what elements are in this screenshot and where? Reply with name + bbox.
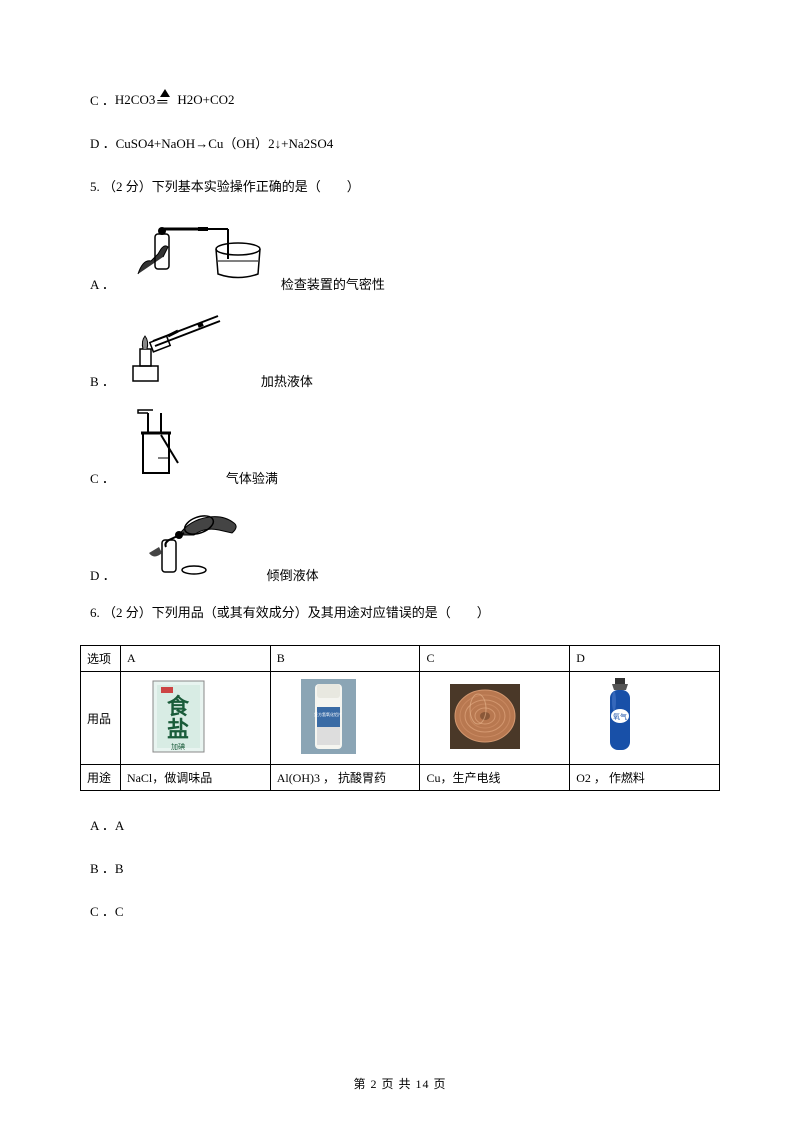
q5-option-b: B ． 加热液体 (90, 311, 710, 390)
table-row-products: 用品 食 盐 加碘 复方氢氧化铝片 (81, 672, 720, 765)
cell-label-products: 用品 (81, 672, 121, 765)
q5a-letter: A ． (90, 274, 115, 293)
table-row-header: 选项 A B C D (81, 646, 720, 672)
gas-full-check-icon (123, 408, 218, 487)
page-number: 第 2 页 共 14 页 (353, 1077, 446, 1091)
cell-oxygen-icon: 氧气 (570, 672, 720, 765)
q6b-text: B ．B (90, 858, 124, 877)
opt-letter-d: D ． (90, 133, 116, 152)
q5-text: 5. （2 分）下列基本实验操作正确的是（ ） (90, 176, 360, 195)
svg-text:盐: 盐 (167, 717, 189, 742)
heating-liquid-icon (123, 311, 253, 390)
cell-label-opts: 选项 (81, 646, 121, 672)
q5-option-d: D ． 倾倒液体 (90, 505, 710, 584)
opt-letter-c: C ． (90, 90, 115, 109)
question-6-stem: 6. （2 分）下列用品（或其有效成分）及其用途对应错误的是（ ） (90, 602, 710, 621)
option-d-eq: D ． CuSO4+NaOH→Cu（OH）2↓+Na2SO4 (90, 133, 710, 152)
q5-option-a: A ． 检查装置的气密性 (90, 219, 710, 293)
q6a-text: A ．A (90, 815, 124, 834)
svg-text:氧气: 氧气 (613, 712, 627, 721)
q5b-label: 加热液体 (261, 371, 313, 390)
svg-text:食: 食 (167, 694, 190, 719)
pouring-liquid-icon (124, 505, 259, 584)
q6-text: 6. （2 分）下列用品（或其有效成分）及其用途对应错误的是（ ） (90, 602, 490, 621)
cell-label-usage: 用途 (81, 765, 121, 791)
formula-d: CuSO4+NaOH→Cu（OH）2↓+Na2SO4 (116, 133, 334, 152)
cell-a: A (120, 646, 270, 672)
q5c-letter: C ． (90, 468, 115, 487)
q5d-letter: D ． (90, 565, 116, 584)
formula-part1: H2CO3 (115, 92, 155, 108)
page-content: C ． H2CO3 H2O+CO2 D ． CuSO4+NaOH→Cu（OH）2… (0, 0, 800, 920)
q6-option-c: C ．C (90, 901, 710, 920)
q5b-letter: B ． (90, 371, 115, 390)
cell-usage-b: Al(OH)3 ， 抗酸胃药 (270, 765, 420, 791)
q5a-label: 检查装置的气密性 (281, 274, 385, 293)
formula-part2: H2O+CO2 (177, 92, 234, 108)
option-c-eq: C ． H2CO3 H2O+CO2 (90, 90, 710, 109)
page-footer: 第 2 页 共 14 页 (0, 1075, 800, 1092)
cell-c: C (420, 646, 570, 672)
cell-usage-c: Cu，生产电线 (420, 765, 570, 791)
cell-salt-icon: 食 盐 加碘 (120, 672, 270, 765)
cell-copper-icon (420, 672, 570, 765)
svg-text:加碘: 加碘 (171, 742, 185, 751)
q5c-label: 气体验满 (226, 468, 278, 487)
table-row-usage: 用途 NaCl，做调味品 Al(OH)3 ， 抗酸胃药 Cu，生产电线 O2 ，… (81, 765, 720, 791)
question-5-stem: 5. （2 分）下列基本实验操作正确的是（ ） (90, 176, 710, 195)
cell-b: B (270, 646, 420, 672)
q6-table: 选项 A B C D 用品 食 盐 加碘 (80, 645, 720, 791)
cell-d: D (570, 646, 720, 672)
svg-text:复方氢氧化铝片: 复方氢氧化铝片 (314, 711, 342, 717)
q5d-label: 倾倒液体 (267, 565, 319, 584)
airtightness-check-icon (123, 219, 273, 293)
cell-medicine-icon: 复方氢氧化铝片 (270, 672, 420, 765)
cell-usage-d: O2 ， 作燃料 (570, 765, 720, 791)
cell-usage-a: NaCl，做调味品 (120, 765, 270, 791)
triangle-arrow-icon (157, 93, 175, 107)
q6c-text: C ．C (90, 901, 124, 920)
q6-option-a: A ．A (90, 815, 710, 834)
q5-option-c: C ． 气体验满 (90, 408, 710, 487)
q6-option-b: B ．B (90, 858, 710, 877)
